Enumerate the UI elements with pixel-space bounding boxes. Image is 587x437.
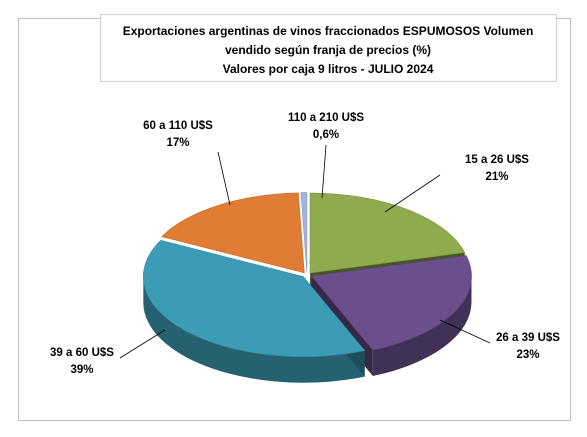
data-label: 60 a 110 U$S xyxy=(143,120,213,132)
data-label: 0,6% xyxy=(313,129,339,141)
data-label: 17% xyxy=(166,137,189,149)
leader-line xyxy=(384,174,441,213)
data-label: 21% xyxy=(485,171,508,183)
chart-subtitle: Valores por caja 9 litros - JULIO 2024 xyxy=(223,62,434,76)
leader-line xyxy=(321,144,327,199)
chart-title: Exportaciones argentinas de vinos fracci… xyxy=(123,24,534,38)
title-box xyxy=(100,14,557,82)
slice-side xyxy=(143,276,365,383)
leader-line xyxy=(119,329,166,359)
slice xyxy=(310,255,472,351)
slice-side xyxy=(372,276,472,376)
data-label: 39% xyxy=(70,364,93,376)
leader-line xyxy=(217,151,231,206)
slice xyxy=(161,192,305,274)
data-label: 26 a 39 U$S xyxy=(496,332,560,344)
slice xyxy=(300,192,308,273)
data-label: 15 a 26 U$S xyxy=(465,154,529,166)
slice xyxy=(143,240,366,357)
data-label: 110 a 210 U$S xyxy=(288,112,364,124)
data-label: 39 a 60 U$S xyxy=(50,347,114,359)
slice xyxy=(309,192,466,274)
leader-line xyxy=(439,319,491,344)
chart-title: vendido según franja de precios (%) xyxy=(225,43,431,57)
data-label: 23% xyxy=(516,349,539,361)
